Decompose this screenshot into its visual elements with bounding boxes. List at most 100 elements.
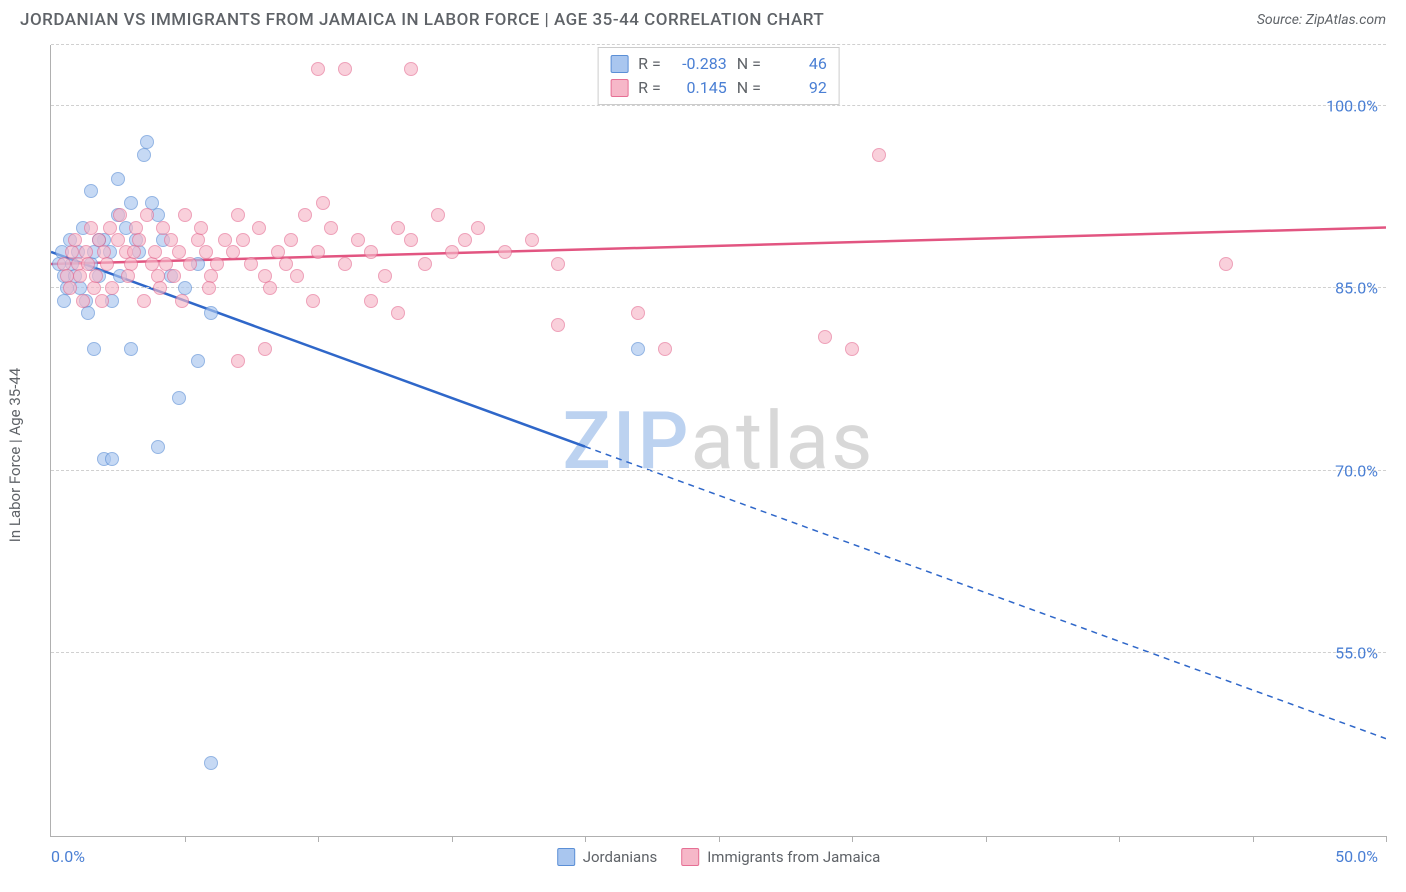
data-point: [178, 208, 192, 222]
data-point: [431, 208, 445, 222]
legend-item-series1: Jordanians: [557, 848, 658, 866]
data-point: [121, 269, 135, 283]
data-point: [210, 257, 224, 271]
data-point: [124, 342, 138, 356]
data-point: [551, 318, 565, 332]
data-point: [290, 269, 304, 283]
data-point: [551, 257, 565, 271]
data-point: [151, 440, 165, 454]
x-tick: [185, 836, 186, 842]
data-point: [167, 269, 181, 283]
data-point: [364, 294, 378, 308]
data-point: [525, 233, 539, 247]
x-tick: [719, 836, 720, 842]
chart-source: Source: ZipAtlas.com: [1257, 12, 1386, 28]
data-point: [140, 208, 154, 222]
data-point: [658, 342, 672, 356]
series-legend: Jordanians Immigrants from Jamaica: [557, 848, 881, 866]
data-point: [68, 233, 82, 247]
data-point: [445, 245, 459, 259]
data-point: [324, 221, 338, 235]
x-tick: [318, 836, 319, 842]
x-max-label: 50.0%: [1335, 847, 1378, 866]
data-point: [202, 281, 216, 295]
n-value-series1: 46: [767, 52, 827, 76]
data-point: [113, 208, 127, 222]
watermark: ZIPatlas: [563, 394, 875, 488]
data-point: [105, 452, 119, 466]
data-point: [279, 257, 293, 271]
r-label: R =: [638, 76, 661, 100]
data-point: [391, 306, 405, 320]
y-axis-label: In Labor Force | Age 35-44: [6, 368, 24, 542]
data-point: [391, 221, 405, 235]
gridline-h: [51, 44, 1386, 45]
data-point: [226, 245, 240, 259]
y-tick-label: 85.0%: [1335, 279, 1378, 298]
data-point: [845, 342, 859, 356]
corr-row-series2: R = 0.145 N = 92: [610, 76, 827, 100]
data-point: [57, 294, 71, 308]
n-label: N =: [737, 52, 761, 76]
data-point: [148, 245, 162, 259]
gridline-h: [51, 652, 1386, 653]
data-point: [498, 245, 512, 259]
correlation-legend: R = -0.283 N = 46 R = 0.145 N = 92: [597, 47, 840, 105]
data-point: [404, 62, 418, 76]
data-point: [153, 281, 167, 295]
data-point: [84, 184, 98, 198]
legend-label-series1: Jordanians: [583, 848, 658, 866]
data-point: [172, 245, 186, 259]
x-tick: [986, 836, 987, 842]
data-point: [183, 257, 197, 271]
data-point: [631, 306, 645, 320]
data-point: [204, 756, 218, 770]
data-point: [87, 342, 101, 356]
data-point: [298, 208, 312, 222]
gridline-h: [51, 105, 1386, 106]
watermark-part2: atlas: [691, 394, 875, 488]
data-point: [244, 257, 258, 271]
data-point: [351, 233, 365, 247]
legend-swatch-series2: [681, 848, 699, 866]
x-tick: [1386, 836, 1387, 842]
data-point: [76, 294, 90, 308]
data-point: [258, 342, 272, 356]
data-point: [338, 257, 352, 271]
data-point: [236, 233, 250, 247]
x-tick: [1253, 836, 1254, 842]
data-point: [872, 148, 886, 162]
x-tick: [1119, 836, 1120, 842]
x-tick: [452, 836, 453, 842]
swatch-series2: [610, 79, 628, 97]
data-point: [404, 233, 418, 247]
data-point: [231, 354, 245, 368]
chart-header: JORDANIAN VS IMMIGRANTS FROM JAMAICA IN …: [0, 0, 1406, 36]
data-point: [306, 294, 320, 308]
watermark-part1: ZIP: [563, 394, 691, 488]
data-point: [105, 281, 119, 295]
data-point: [100, 257, 114, 271]
r-value-series2: 0.145: [667, 76, 727, 100]
chart-title: JORDANIAN VS IMMIGRANTS FROM JAMAICA IN …: [20, 10, 824, 30]
data-point: [127, 245, 141, 259]
data-point: [172, 391, 186, 405]
data-point: [73, 269, 87, 283]
y-tick-label: 100.0%: [1326, 96, 1378, 115]
r-value-series1: -0.283: [667, 52, 727, 76]
data-point: [284, 233, 298, 247]
y-tick-label: 70.0%: [1335, 461, 1378, 480]
data-point: [311, 62, 325, 76]
trend-lines-svg: [51, 45, 1386, 836]
data-point: [95, 294, 109, 308]
data-point: [124, 196, 138, 210]
swatch-series1: [610, 55, 628, 73]
data-point: [140, 135, 154, 149]
data-point: [175, 294, 189, 308]
data-point: [263, 281, 277, 295]
data-point: [111, 172, 125, 186]
data-point: [137, 294, 151, 308]
n-label: N =: [737, 76, 761, 100]
data-point: [631, 342, 645, 356]
legend-label-series2: Immigrants from Jamaica: [707, 848, 880, 866]
